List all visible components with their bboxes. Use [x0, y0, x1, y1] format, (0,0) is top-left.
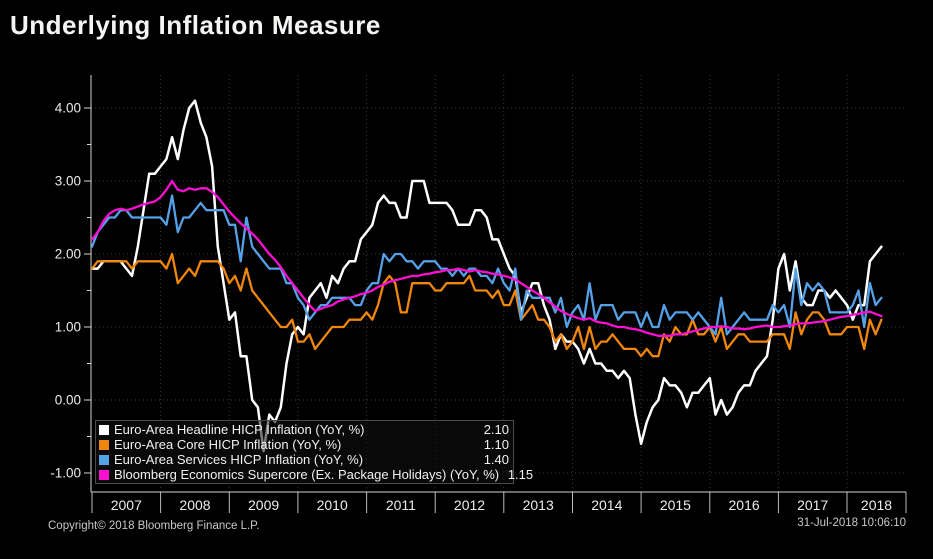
x-tick-label: 2017 — [797, 497, 828, 513]
series-line-services — [90, 194, 883, 336]
legend-label: Euro-Area Services HICP Inflation (YoY, … — [114, 452, 364, 467]
x-tick-label: 2009 — [248, 497, 279, 513]
legend-row-supercore[interactable]: Bloomberg Economics Supercore (Ex. Packa… — [99, 467, 533, 482]
legend-label: Bloomberg Economics Supercore (Ex. Packa… — [114, 467, 500, 482]
x-tick-label: 2016 — [729, 497, 760, 513]
x-tick-label: 2013 — [523, 497, 554, 513]
legend-last-value: 1.40 — [483, 452, 509, 467]
x-tick-label: 2018 — [861, 497, 892, 513]
y-tick-label: 3.00 — [55, 174, 81, 189]
x-tick-label: 2015 — [660, 497, 691, 513]
x-tick-label: 2011 — [386, 497, 416, 513]
legend-row-headline[interactable]: Euro-Area Headline HICP Inflation (YoY, … — [99, 422, 509, 437]
series-line-supercore — [90, 179, 883, 337]
legend-row-core[interactable]: Euro-Area Core HICP Inflation (YoY, %) 1… — [99, 437, 509, 452]
y-tick-label: 2.00 — [55, 247, 81, 262]
y-tick-label: 4.00 — [55, 101, 81, 116]
legend-last-value: 2.10 — [483, 422, 509, 437]
legend-row-services[interactable]: Euro-Area Services HICP Inflation (YoY, … — [99, 452, 509, 467]
x-tick-label: 2008 — [179, 497, 210, 513]
y-tick-label: 0.00 — [55, 393, 81, 408]
copyright-notice: Copyright© 2018 Bloomberg Finance L.P. — [48, 520, 260, 532]
legend-last-value: 1.15 — [507, 467, 534, 482]
y-tick-label: -1.00 — [50, 466, 81, 481]
page-title: Underlying Inflation Measure — [10, 10, 381, 40]
x-tick-label: 2014 — [591, 497, 622, 513]
legend-label: Euro-Area Core HICP Inflation (YoY, %) — [114, 437, 342, 452]
chart-timestamp: 31-Jul-2018 10:06:10 — [797, 517, 906, 529]
series-line-core — [90, 252, 883, 358]
services-series-swatch-icon — [99, 454, 109, 465]
headline-series-swatch-icon — [99, 424, 109, 435]
legend-last-value: 1.10 — [483, 437, 509, 452]
x-tick-label: 2010 — [317, 497, 348, 513]
y-tick-label: 1.00 — [55, 320, 81, 335]
x-tick-label: 2012 — [454, 497, 485, 513]
series-line-headline — [90, 99, 883, 453]
x-tick-label: 2007 — [111, 497, 142, 513]
core-series-swatch-icon — [99, 439, 109, 450]
legend-label: Euro-Area Headline HICP Inflation (YoY, … — [114, 422, 365, 437]
supercore-series-swatch-icon — [99, 469, 109, 480]
chart-legend: Euro-Area Headline HICP Inflation (YoY, … — [95, 420, 533, 484]
